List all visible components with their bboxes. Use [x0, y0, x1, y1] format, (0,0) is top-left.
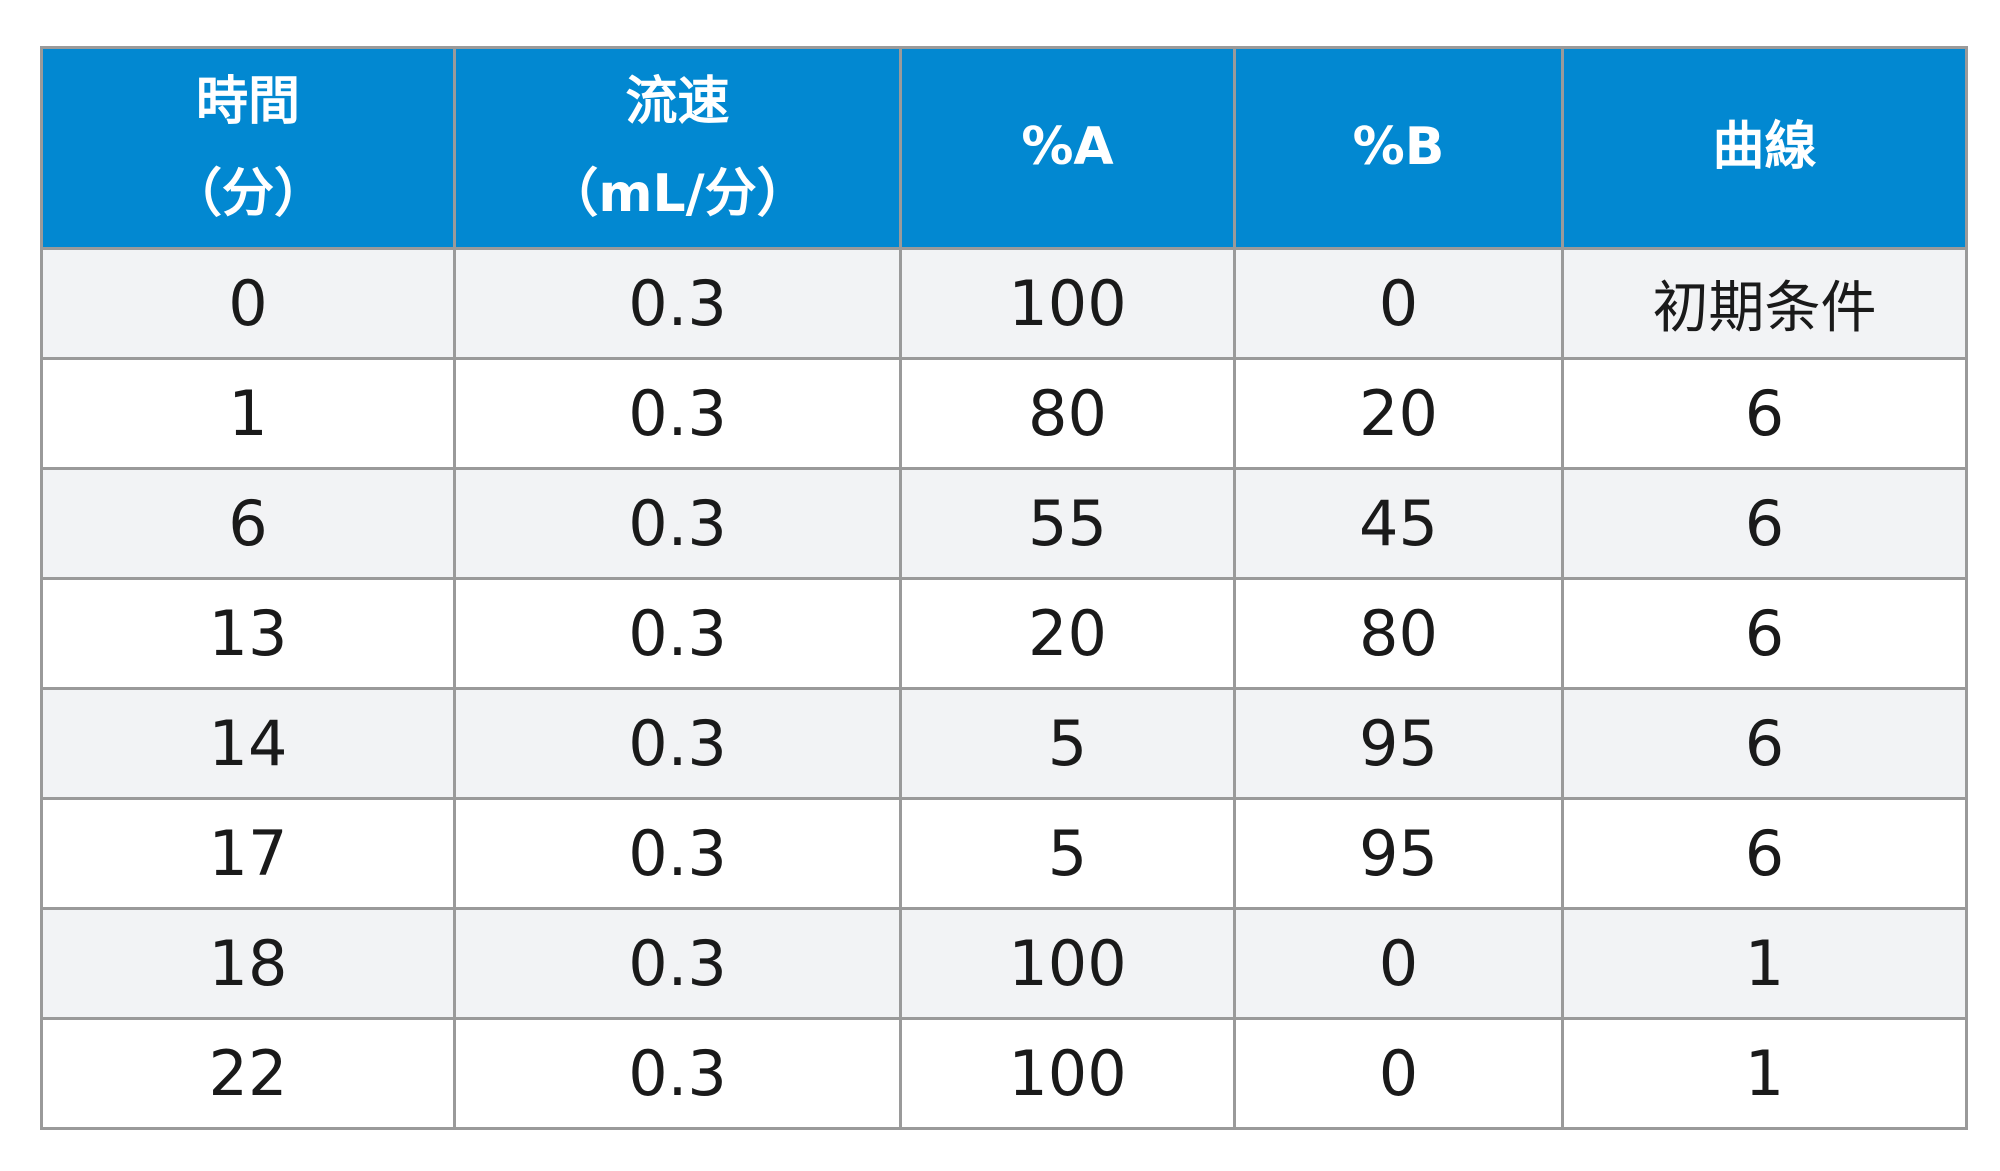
- cell-percent-b: 95: [1233, 797, 1564, 910]
- table-row: 13 0.3 20 80 6: [40, 577, 1968, 690]
- table-row: 1 0.3 80 20 6: [40, 357, 1968, 470]
- cell-time: 14: [40, 687, 456, 800]
- cell-percent-a: 5: [899, 687, 1236, 800]
- cell-percent-b: 95: [1233, 687, 1564, 800]
- cell-curve: 初期条件: [1561, 247, 1968, 360]
- cell-time: 17: [40, 797, 456, 910]
- cell-curve: 1: [1561, 1017, 1968, 1130]
- cell-flow-rate: 0.3: [453, 687, 902, 800]
- header-row: 時間 （分） 流速 （mL/分） %A %B 曲線: [40, 46, 1968, 250]
- cell-time: 22: [40, 1017, 456, 1130]
- cell-percent-a: 20: [899, 577, 1236, 690]
- table-row: 18 0.3 100 0 1: [40, 907, 1968, 1020]
- cell-curve: 6: [1561, 797, 1968, 910]
- cell-flow-rate: 0.3: [453, 247, 902, 360]
- gradient-table: 時間 （分） 流速 （mL/分） %A %B 曲線 0 0.3 100 0 初期…: [40, 46, 1968, 1130]
- cell-percent-a: 5: [899, 797, 1236, 910]
- header-curve: 曲線: [1561, 46, 1968, 250]
- cell-flow-rate: 0.3: [453, 577, 902, 690]
- cell-percent-a: 55: [899, 467, 1236, 580]
- cell-flow-rate: 0.3: [453, 357, 902, 470]
- cell-percent-b: 20: [1233, 357, 1564, 470]
- cell-curve: 1: [1561, 907, 1968, 1020]
- cell-flow-rate: 0.3: [453, 467, 902, 580]
- cell-curve: 6: [1561, 357, 1968, 470]
- cell-flow-rate: 0.3: [453, 907, 902, 1020]
- table-row: 22 0.3 100 0 1: [40, 1017, 1968, 1130]
- cell-flow-rate: 0.3: [453, 1017, 902, 1130]
- cell-percent-b: 45: [1233, 467, 1564, 580]
- cell-curve: 6: [1561, 577, 1968, 690]
- table-row: 0 0.3 100 0 初期条件: [40, 247, 1968, 360]
- cell-percent-b: 80: [1233, 577, 1564, 690]
- table-body: 0 0.3 100 0 初期条件 1 0.3 80 20 6 6 0.3 55 …: [40, 247, 1968, 1130]
- cell-time: 13: [40, 577, 456, 690]
- cell-curve: 6: [1561, 687, 1968, 800]
- table-row: 17 0.3 5 95 6: [40, 797, 1968, 910]
- cell-time: 18: [40, 907, 456, 1020]
- table-row: 14 0.3 5 95 6: [40, 687, 1968, 800]
- cell-percent-a: 100: [899, 1017, 1236, 1130]
- cell-time: 6: [40, 467, 456, 580]
- cell-percent-b: 0: [1233, 907, 1564, 1020]
- cell-percent-b: 0: [1233, 1017, 1564, 1130]
- cell-curve: 6: [1561, 467, 1968, 580]
- header-time: 時間 （分）: [40, 46, 456, 250]
- cell-percent-a: 100: [899, 907, 1236, 1020]
- table-row: 6 0.3 55 45 6: [40, 467, 1968, 580]
- cell-percent-b: 0: [1233, 247, 1564, 360]
- header-percent-b: %B: [1233, 46, 1564, 250]
- cell-time: 0: [40, 247, 456, 360]
- cell-percent-a: 80: [899, 357, 1236, 470]
- header-percent-a: %A: [899, 46, 1236, 250]
- cell-flow-rate: 0.3: [453, 797, 902, 910]
- table-header: 時間 （分） 流速 （mL/分） %A %B 曲線: [40, 46, 1968, 250]
- header-flow-rate: 流速 （mL/分）: [453, 46, 902, 250]
- cell-time: 1: [40, 357, 456, 470]
- cell-percent-a: 100: [899, 247, 1236, 360]
